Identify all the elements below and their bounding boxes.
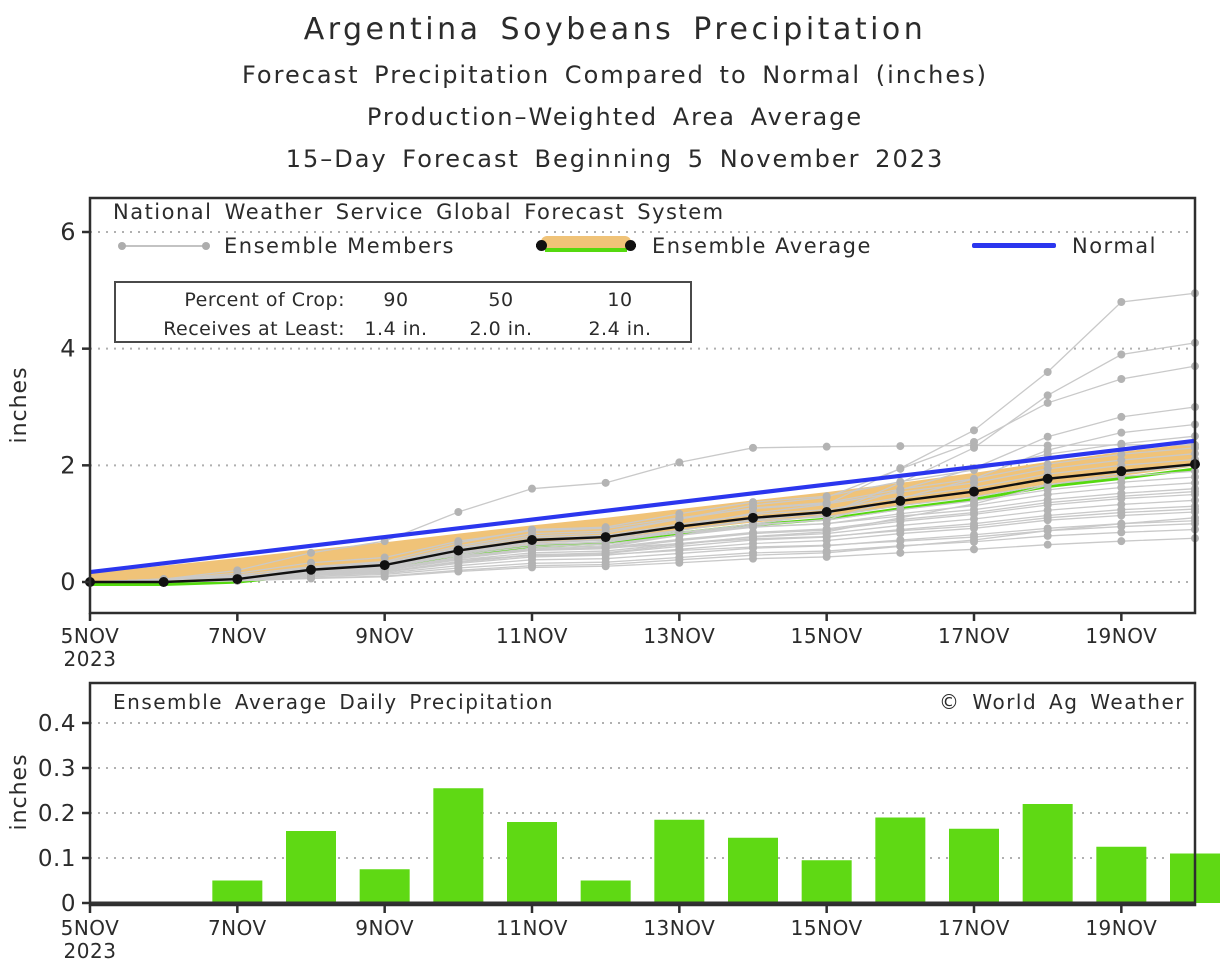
- subtitle-production-weighted: Production–Weighted Area Average: [366, 103, 864, 131]
- bottom-chart-y-axis-label: inches: [7, 753, 32, 831]
- legend-title: National Weather Service Global Forecast…: [113, 200, 725, 224]
- svg-text:19NOV: 19NOV: [1085, 916, 1157, 940]
- svg-text:9NOV: 9NOV: [355, 916, 414, 940]
- top-chart-y-axis-label: inches: [7, 366, 32, 444]
- crop-row2-label: Receives at Least:: [163, 317, 345, 340]
- svg-text:5NOV: 5NOV: [61, 624, 120, 648]
- svg-text:0.3: 0.3: [38, 756, 76, 782]
- svg-text:11NOV: 11NOV: [496, 624, 568, 648]
- svg-text:6: 6: [60, 218, 76, 246]
- orange-band-icon: [541, 236, 631, 248]
- ensemble-members-symbol: [118, 240, 210, 252]
- svg-text:7NOV: 7NOV: [208, 624, 267, 648]
- green-edge-icon: [545, 248, 627, 252]
- percent-of-crop-table: Percent of Crop: 90 50 10 Receives at Le…: [114, 281, 692, 343]
- svg-text:0.2: 0.2: [38, 801, 76, 827]
- svg-text:2023: 2023: [64, 647, 117, 671]
- black-dot-icon: [625, 240, 636, 251]
- crop-row1-label: Percent of Crop:: [184, 288, 345, 311]
- crop-row1-90: 90: [383, 288, 409, 311]
- svg-text:0.4: 0.4: [38, 711, 76, 737]
- svg-text:4: 4: [60, 335, 76, 363]
- gray-dot-icon: [202, 242, 210, 250]
- svg-text:0.1: 0.1: [38, 846, 76, 872]
- gray-line-icon: [122, 245, 206, 247]
- crop-row1-50: 50: [488, 288, 514, 311]
- svg-text:9NOV: 9NOV: [355, 624, 414, 648]
- bottom-chart-title: Ensemble Average Daily Precipitation: [113, 690, 554, 714]
- crop-row1-10: 10: [607, 288, 633, 311]
- svg-text:11NOV: 11NOV: [496, 916, 568, 940]
- svg-text:5NOV: 5NOV: [61, 916, 120, 940]
- svg-text:19NOV: 19NOV: [1085, 624, 1157, 648]
- legend-label-ensemble-average: Ensemble Average: [652, 234, 872, 258]
- svg-text:17NOV: 17NOV: [938, 916, 1010, 940]
- page-title: Argentina Soybeans Precipitation: [303, 12, 927, 47]
- ensemble-average-symbol: [536, 236, 636, 256]
- svg-text:0: 0: [61, 891, 76, 917]
- subtitle-forecast-vs-normal: Forecast Precipitation Compared to Norma…: [241, 61, 989, 89]
- svg-text:2023: 2023: [64, 939, 117, 963]
- svg-text:0: 0: [60, 568, 76, 596]
- gray-dot-icon: [118, 242, 126, 250]
- crop-row2-val3: 2.4 in.: [588, 317, 652, 340]
- black-dot-icon: [536, 240, 547, 251]
- svg-text:2: 2: [60, 451, 76, 479]
- svg-text:17NOV: 17NOV: [938, 624, 1010, 648]
- normal-line-symbol: [972, 243, 1056, 248]
- svg-text:7NOV: 7NOV: [208, 916, 267, 940]
- svg-text:15NOV: 15NOV: [791, 916, 863, 940]
- crop-row2-val2: 2.0 in.: [469, 317, 533, 340]
- svg-text:15NOV: 15NOV: [791, 624, 863, 648]
- watermark: © World Ag Weather: [939, 690, 1185, 714]
- subtitle-forecast-period: 15–Day Forecast Beginning 5 November 202…: [285, 145, 945, 173]
- legend-label-normal: Normal: [1072, 234, 1157, 258]
- svg-text:13NOV: 13NOV: [643, 624, 715, 648]
- svg-text:13NOV: 13NOV: [643, 916, 715, 940]
- legend-label-ensemble-members: Ensemble Members: [224, 234, 455, 258]
- crop-row2-val1: 1.4 in.: [364, 317, 428, 340]
